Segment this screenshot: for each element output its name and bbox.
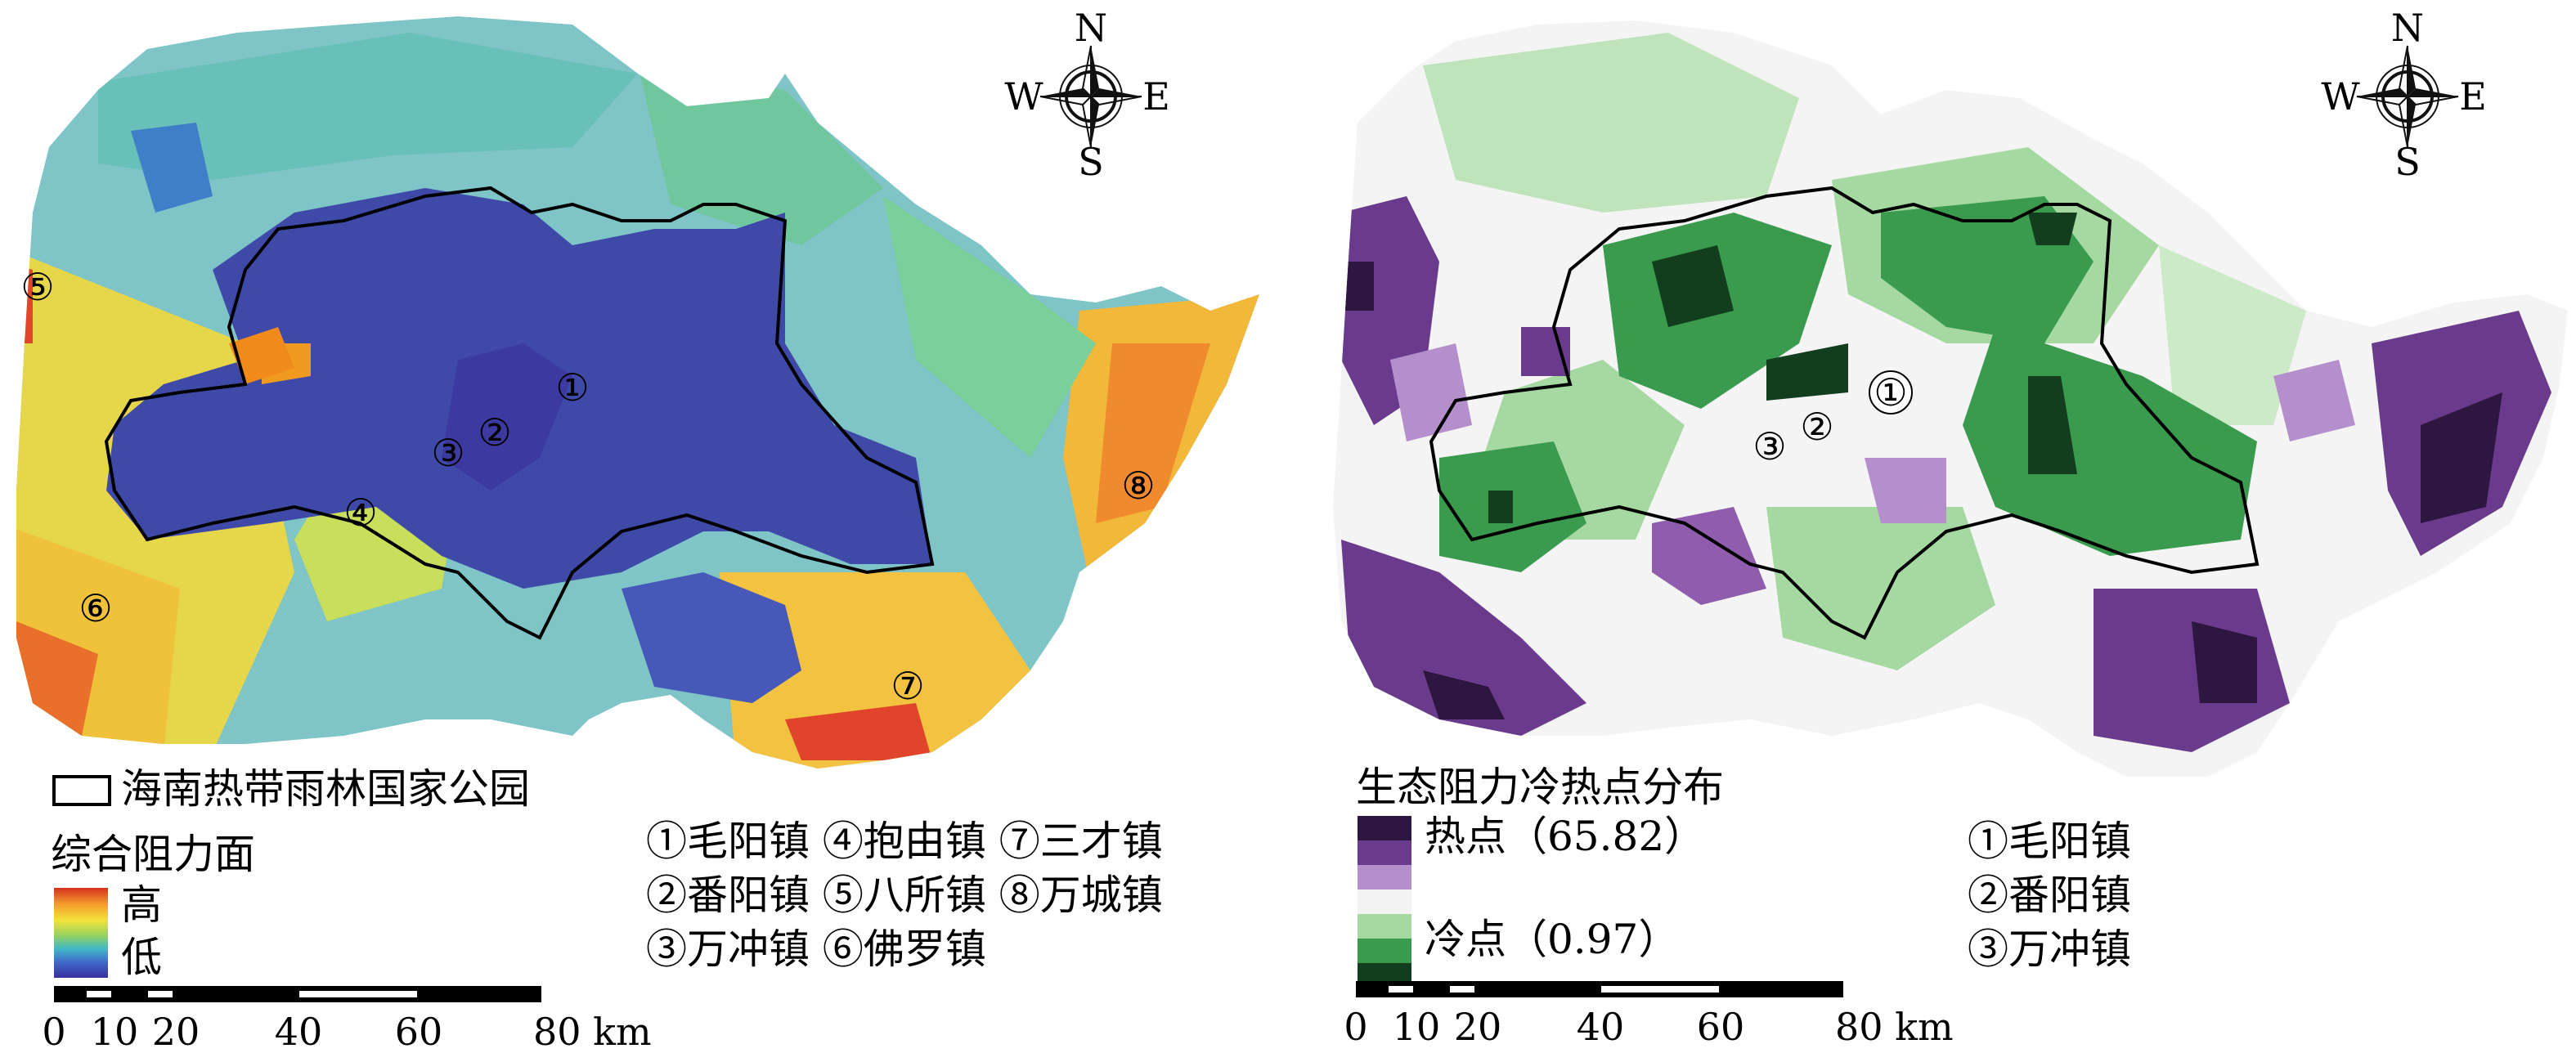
town-list-line-1: ①毛阳镇 ④抱由镇 ⑦三才镇 (646, 818, 1163, 865)
hotspot-color-ramp (1358, 816, 1411, 983)
compass-right-n: N (2391, 6, 2424, 50)
compass-left-s: S (1078, 140, 1104, 184)
park-legend-label: 海南热带雨林国家公园 (121, 765, 530, 813)
r-scale-label-10: 10 (1393, 1005, 1441, 1049)
resistance-color-ramp (54, 888, 108, 978)
scale-bar-left (54, 986, 541, 1002)
compass-right-e: E (2459, 74, 2487, 119)
scale-label-20: 20 (152, 1010, 200, 1054)
resistance-map (16, 16, 1259, 768)
marker-3: ③ (431, 431, 464, 475)
left-town-list: ①毛阳镇 ④抱由镇 ⑦三才镇 ②番阳镇 ⑤八所镇 ⑧万城镇 ③万冲镇 ⑥佛罗镇 (646, 818, 1163, 973)
right-map-markers: ① ② ③ (1752, 370, 1913, 468)
compass-right-w: W (2321, 74, 2360, 119)
marker-7: ⑦ (891, 664, 924, 708)
compass-left (1039, 45, 1142, 148)
r-scale-label-40: 40 (1577, 1005, 1625, 1049)
hotspot-legend-title: 生态阻力冷热点分布 (1356, 764, 1724, 811)
scale-label-40: 40 (275, 1010, 323, 1054)
scale-label-80: 80 km (533, 1010, 652, 1054)
scale-label-10: 10 (91, 1010, 139, 1054)
marker-5: ⑤ (20, 265, 54, 309)
park-legend-swatch (52, 775, 111, 806)
marker-1: ① (555, 365, 589, 410)
scale-labels-right: 0 10 20 40 60 80 km (1344, 1005, 1953, 1049)
scale-label-60: 60 (395, 1010, 443, 1054)
r-scale-label-20: 20 (1454, 1005, 1502, 1049)
scale-labels-left: 0 10 20 40 60 80 km (42, 1010, 651, 1054)
scale-label-0: 0 (42, 1010, 65, 1054)
right-town-list: ①毛阳镇 ②番阳镇 ③万冲镇 (1968, 818, 2131, 973)
r-scale-label-0: 0 (1344, 1005, 1367, 1049)
compass-right (2356, 45, 2459, 148)
marker-4: ④ (343, 491, 377, 535)
r-scale-label-80: 80 km (1835, 1005, 1954, 1049)
compass-left-w: W (1004, 74, 1043, 119)
r-town-1: ①毛阳镇 (1968, 818, 2131, 865)
r-town-2: ②番阳镇 (1968, 872, 2131, 919)
cold-label: 冷点（0.97） (1425, 916, 1679, 963)
compass-right-s: S (2394, 140, 2421, 184)
town-list-line-3: ③万冲镇 ⑥佛罗镇 (646, 925, 986, 973)
compass-left-n: N (1075, 6, 1107, 50)
ramp-low-label: 低 (121, 934, 162, 981)
r-scale-label-60: 60 (1697, 1005, 1745, 1049)
r-marker-2: ② (1800, 405, 1833, 449)
compass-left-e: E (1142, 74, 1170, 119)
scale-bar-right (1356, 981, 1843, 997)
marker-6: ⑥ (79, 586, 112, 630)
marker-8: ⑧ (1121, 464, 1155, 508)
hot-label: 热点（65.82） (1425, 813, 1705, 860)
ramp-high-label: 高 (121, 881, 162, 929)
r-marker-3: ③ (1752, 424, 1786, 468)
r-town-3: ③万冲镇 (1968, 925, 2131, 973)
resistance-title: 综合阻力面 (51, 831, 255, 878)
marker-2: ② (478, 410, 511, 455)
r-marker-1: ① (1874, 370, 1907, 414)
town-list-line-2: ②番阳镇 ⑤八所镇 ⑧万城镇 (646, 872, 1163, 919)
left-map-markers: ① ② ③ ④ ⑤ ⑥ ⑦ ⑧ (20, 265, 1155, 708)
